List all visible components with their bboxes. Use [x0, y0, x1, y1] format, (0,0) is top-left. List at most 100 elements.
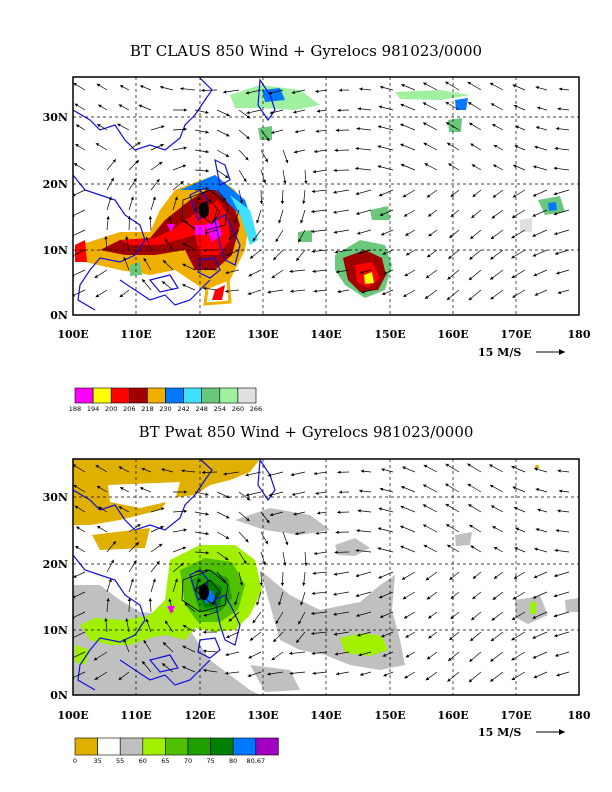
wind-arrowhead	[428, 615, 432, 619]
wind-arrowhead	[97, 526, 101, 530]
wind-arrowhead	[400, 545, 404, 549]
wind-arrowhead	[493, 547, 498, 550]
wind-arrowhead	[553, 594, 558, 598]
wind-arrowhead	[205, 130, 209, 134]
wind-arrowhead	[226, 252, 230, 256]
wind-arrowhead	[511, 616, 516, 620]
wind-arrowhead	[400, 505, 404, 509]
wind-arrowhead	[470, 637, 474, 642]
wind-arrowhead	[225, 289, 229, 293]
wind-arrowhead	[130, 196, 134, 201]
wind-arrowhead	[532, 233, 536, 237]
pwat-moist-gray	[73, 508, 579, 695]
wind-arrowhead	[252, 619, 256, 624]
wind-arrowhead	[76, 526, 80, 530]
wind-arrowhead	[267, 672, 271, 676]
wind-arrowhead	[533, 273, 538, 277]
wind-arrowhead	[123, 256, 127, 261]
svg-text:150E: 150E	[374, 328, 405, 341]
map-frame	[72, 458, 580, 696]
wind-arrowhead	[95, 143, 100, 147]
wind-arrowhead	[182, 284, 186, 288]
wind-arrowhead	[289, 671, 293, 675]
wind-arrowhead	[559, 87, 563, 91]
wind-arrowhead	[512, 194, 517, 198]
wind-arrowhead	[400, 143, 404, 147]
wind-arrowhead	[359, 270, 364, 274]
panel2-map: 30N 20N 10N 0N 100E 110E 120E 130E 140E …	[43, 458, 591, 765]
wind-arrowhead	[225, 535, 230, 539]
wind-arrowhead	[73, 485, 77, 489]
wind-arrowhead	[225, 652, 229, 657]
wind-arrowhead	[135, 542, 139, 546]
reference-vector: 15 M/S	[478, 726, 565, 739]
wind-arrowhead	[143, 640, 147, 644]
wind-arrowhead	[532, 635, 536, 639]
map-frame	[72, 76, 580, 316]
colorbar-label: 60	[139, 757, 147, 765]
wind-arrowhead	[203, 649, 207, 653]
wind-arrowhead	[280, 582, 285, 586]
wind-arrowhead	[203, 248, 207, 252]
wind-arrowhead	[426, 194, 431, 198]
wind-arrowhead	[183, 108, 187, 112]
wind-arrowhead	[470, 235, 474, 239]
wind-arrowhead	[148, 216, 153, 220]
wind-arrowhead	[205, 169, 209, 173]
wind-arrowhead	[554, 633, 558, 638]
svg-text:130E: 130E	[247, 709, 278, 722]
wind-arrowhead	[512, 294, 516, 298]
wind-arrowhead	[158, 161, 163, 165]
wind-arrowhead	[490, 637, 495, 642]
wind-arrowhead	[137, 524, 141, 528]
wind-arrowhead	[285, 541, 289, 546]
wind-arrowhead	[556, 271, 560, 275]
wind-arrowhead	[290, 289, 294, 293]
wind-arrowhead	[304, 180, 308, 184]
wind-arrowhead	[259, 582, 264, 586]
wind-arrowhead	[490, 658, 494, 662]
colorbar-swatch	[74, 737, 98, 756]
colorbar-swatch	[237, 387, 257, 404]
wind-arrowhead	[160, 143, 164, 148]
lat-axis-labels: 30N 20N 10N 0N	[43, 491, 68, 702]
wind-arrowhead	[377, 145, 381, 149]
wind-arrowhead	[312, 571, 316, 575]
colorbar-label: 266	[250, 405, 262, 413]
wind-arrowhead	[245, 538, 249, 543]
wind-arrowhead	[313, 551, 318, 556]
wind-arrowhead	[338, 88, 343, 92]
wind-arrowhead	[182, 625, 187, 629]
wind-arrowhead	[333, 168, 337, 173]
svg-text:110E: 110E	[120, 709, 151, 722]
wind-arrowhead	[423, 122, 427, 126]
svg-text:15 M/S: 15 M/S	[478, 346, 521, 359]
wind-arrowhead	[142, 661, 146, 665]
pwat-moist-green	[75, 465, 539, 665]
wind-arrowhead	[205, 149, 209, 154]
wind-arrowhead	[533, 165, 537, 169]
colorbar: 0 35 55 60 65 70 75 80 80.67	[73, 737, 279, 765]
wind-arrowhead	[118, 104, 123, 108]
wind-arrowhead	[401, 576, 406, 580]
wind-arrowhead	[148, 598, 153, 602]
wind-arrowhead	[234, 219, 238, 224]
wind-arrowhead	[182, 645, 186, 649]
wind-arrowhead	[289, 269, 293, 273]
wind-arrowhead	[312, 169, 317, 174]
wind-arrowhead	[554, 548, 558, 553]
wind-arrowhead	[138, 104, 143, 108]
wind-arrowhead	[246, 497, 251, 501]
wind-arrowhead	[94, 676, 99, 680]
wind-arrowhead	[96, 83, 101, 87]
gyre-locations	[167, 569, 229, 614]
wind-arrowhead	[357, 107, 361, 111]
wind-arrowhead	[140, 85, 144, 89]
wind-arrowhead	[357, 231, 361, 235]
wind-arrowhead	[468, 296, 473, 301]
panel1-map: 30N 20N 10N 0N 100E 110E 120E 130E 140E …	[43, 76, 591, 413]
wind-arrowhead	[424, 295, 429, 299]
wind-arrowhead	[268, 493, 273, 497]
cloud-cluster-east	[335, 240, 392, 298]
wind-arrowhead	[512, 596, 517, 600]
